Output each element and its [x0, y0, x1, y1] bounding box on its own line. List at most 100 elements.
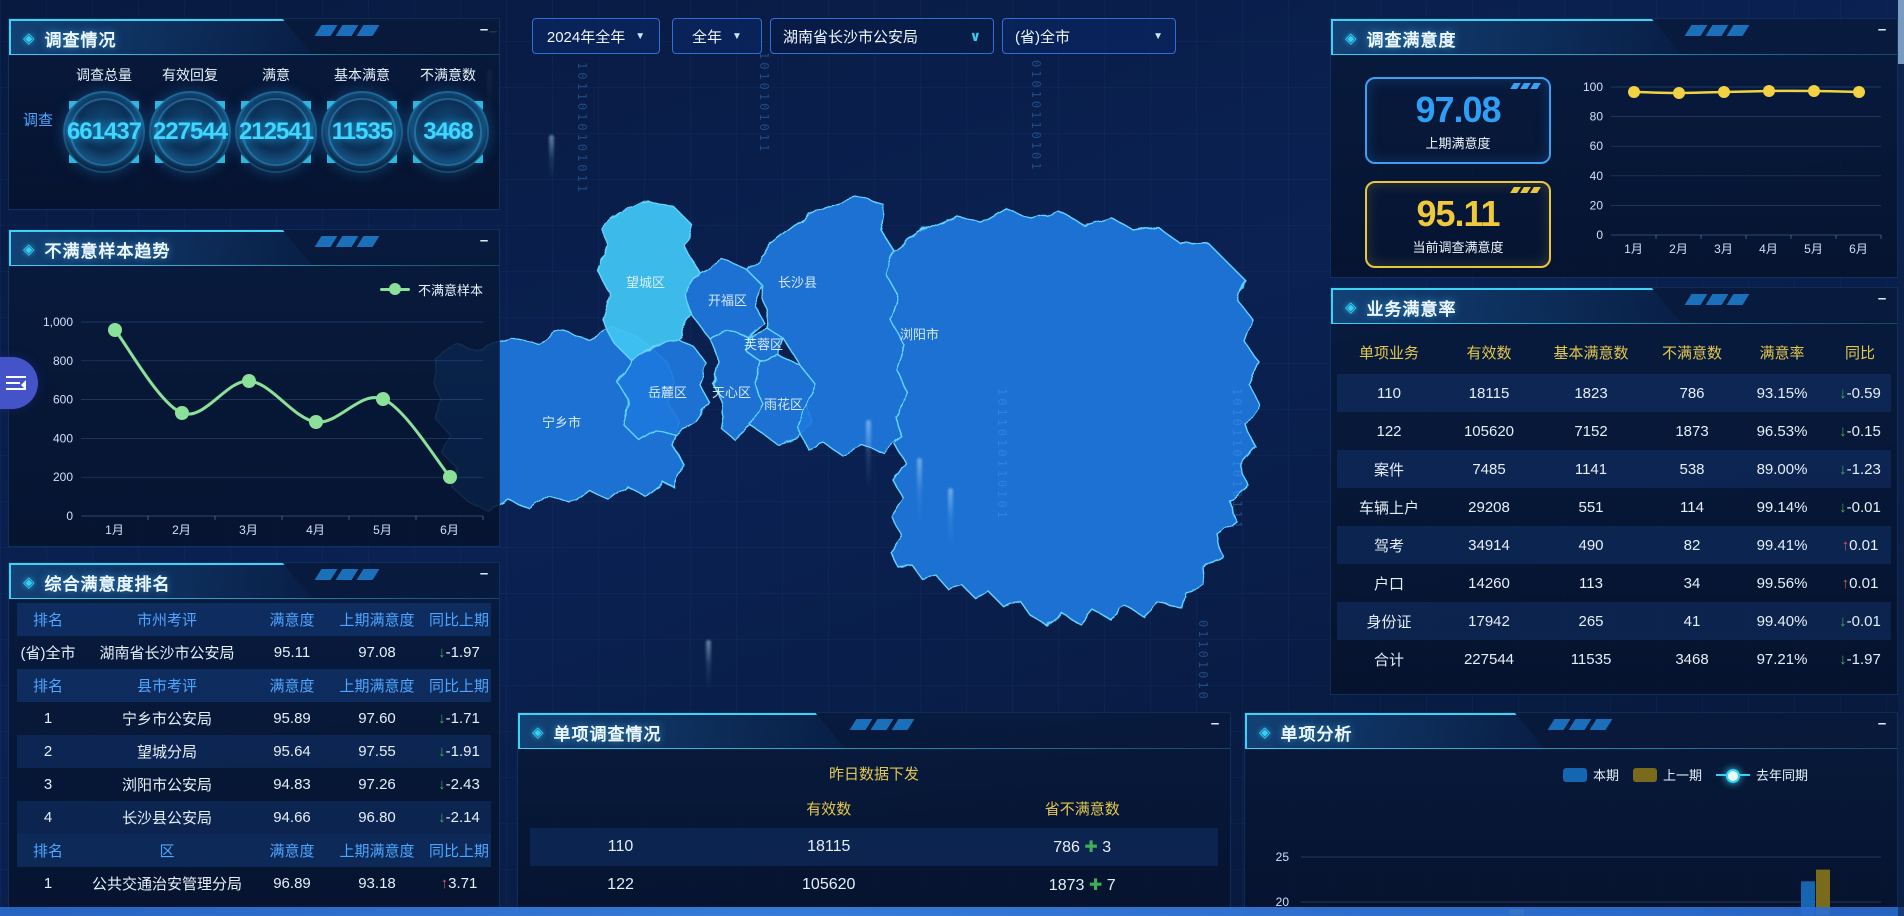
table-row[interactable]: 身份证 17942 265 41 99.40% ↓-0.01 — [1337, 602, 1891, 640]
column-header: 排名 — [32, 678, 63, 695]
diamond-icon: ◈ — [1259, 724, 1271, 741]
minimize-button[interactable]: – — [1875, 291, 1889, 306]
dissatisfied-cell: 1873 ✚ 7 — [1048, 877, 1116, 894]
column-header: 上期满意度 — [339, 612, 415, 629]
prev-cell: 97.08 — [358, 644, 396, 661]
minimize-button[interactable]: – — [477, 22, 491, 37]
scope-dropdown[interactable]: (省)全市 ▼ — [1002, 18, 1176, 54]
cell: 105620 — [1463, 422, 1515, 440]
trend-legend-item[interactable]: 不满意样本 — [379, 280, 483, 299]
name-cell: 湖南省长沙市公安局 — [99, 645, 235, 662]
column-header: 单项业务 — [1358, 344, 1419, 362]
stat-value: 212541 — [238, 118, 314, 145]
cell: 17942 — [1468, 612, 1510, 630]
binary-column: 01101010 — [1196, 620, 1210, 702]
stat-label: 调查总量 — [76, 67, 132, 83]
scope-dropdown-value: (省)全市 — [1015, 28, 1070, 46]
table-row[interactable]: 合计 227544 11535 3468 97.21% ↓-1.97 — [1337, 640, 1891, 678]
legend-item[interactable]: 上一期 — [1633, 765, 1702, 784]
column-header: 县市考评 — [136, 678, 197, 695]
corner-triangle-icon — [327, 154, 336, 163]
column-header: 同比上期 — [428, 612, 489, 629]
table-row[interactable]: 车辆上户 29208 551 114 99.14% ↓-0.01 — [1337, 488, 1891, 526]
map-region-label: 宁乡市 — [542, 415, 581, 430]
table-header-row: 排名 市州考评 满意度 上期满意度 同比上期 — [17, 603, 491, 636]
delta-cell: ↓-0.15 — [1839, 422, 1881, 440]
svg-text:4月: 4月 — [1759, 242, 1778, 256]
cell: 车辆上户 — [1358, 499, 1419, 517]
table-row[interactable]: 4 长沙县公安局 94.66 96.80 ↓-2.14 — [17, 801, 491, 834]
minimize-button[interactable]: – — [1208, 716, 1222, 731]
table-row[interactable]: 110 18115 1823 786 93.15% ↓-0.59 — [1337, 374, 1891, 412]
corner-triangle-icon — [327, 101, 336, 110]
table-row[interactable]: (省)全市 湖南省长沙市公安局 95.11 97.08 ↓-1.97 — [17, 636, 491, 669]
current-satisfaction-label: 当前调查满意度 — [1412, 240, 1504, 255]
corner-triangle-icon — [241, 101, 250, 110]
binary-column: 01010110101 — [1029, 60, 1043, 173]
map-region-岳麓区[interactable] — [617, 336, 711, 440]
column-header: 满意度 — [269, 612, 315, 629]
svg-text:200: 200 — [53, 470, 73, 484]
card-slashes-icon — [1510, 187, 1541, 193]
scrollbar-thumb[interactable] — [1898, 0, 1904, 64]
legend-label: 去年同期 — [1756, 768, 1809, 783]
table-row[interactable]: 122 105620 7152 1873 96.53% ↓-0.15 — [1337, 412, 1891, 450]
menu-icon — [6, 376, 26, 390]
stat-value: 227544 — [152, 118, 228, 145]
up-arrow-icon: ↑ — [440, 875, 449, 892]
svg-text:6月: 6月 — [1849, 242, 1868, 256]
table-row[interactable]: 户口 14260 113 34 99.56% ↑0.01 — [1337, 564, 1891, 602]
stat-label: 满意 — [262, 67, 290, 83]
current-satisfaction-card: 95.11 当前调查满意度 — [1365, 181, 1551, 268]
cell: 11535 — [1570, 650, 1612, 668]
down-arrow-icon: ↓ — [438, 743, 446, 760]
table-row[interactable]: 3 浏阳市公安局 94.83 97.26 ↓-2.43 — [17, 768, 491, 801]
stat-circle: 11535 — [321, 91, 403, 173]
map-region-label: 长沙县 — [778, 275, 817, 290]
plus-icon: ✚ — [1088, 877, 1103, 894]
minimize-button[interactable]: – — [1875, 716, 1889, 731]
map-region-开福区[interactable] — [683, 258, 765, 340]
rank-cell: 1 — [43, 710, 53, 727]
stat-label: 基本满意 — [334, 67, 390, 83]
panel-single-survey: ◈ 单项调查情况 – 昨日数据下发 有效数 省不满意数 110 18115 786 ✚ … — [517, 712, 1231, 916]
name-cell: 宁乡市公安局 — [121, 711, 212, 728]
header-slashes-icon — [849, 719, 915, 730]
column-header: 上期满意度 — [339, 843, 415, 860]
corner-triangle-icon — [241, 154, 250, 163]
table-row[interactable]: 2 望城分局 95.64 97.55 ↓-1.91 — [17, 735, 491, 768]
corner-triangle-icon — [69, 101, 78, 110]
table-header-row: 排名 区 满意度 上期满意度 同比上期 — [17, 834, 491, 867]
legend-item[interactable]: 去年同期 — [1716, 765, 1808, 784]
table-row[interactable]: 110 18115 786 ✚ 3 — [530, 828, 1218, 866]
corner-triangle-icon — [474, 101, 483, 110]
corner-triangle-icon — [216, 101, 225, 110]
map-region-浏阳市[interactable] — [885, 208, 1261, 626]
table-row[interactable]: 案件 7485 1141 538 89.00% ↓-1.23 — [1337, 450, 1891, 488]
cell: 3468 — [1675, 650, 1709, 668]
legend-item[interactable]: 本期 — [1563, 765, 1619, 784]
period-dropdown[interactable]: 全年 ▼ — [672, 18, 762, 54]
panel-title: 不满意样本趋势 — [44, 241, 171, 261]
prev-cell: 97.60 — [358, 710, 396, 727]
changsha-map[interactable]: 宁乡市 望城区 岳麓区 开福区 芙蓉区 天心区 雨花区 长沙县 浏阳市 — [430, 185, 1270, 725]
org-dropdown[interactable]: 湖南省长沙市公安局 ∨ — [770, 18, 994, 54]
table-row[interactable]: 122 105620 1873 ✚ 7 — [530, 866, 1218, 904]
delta-cell: ↓-2.14 — [438, 809, 480, 826]
scrollbar[interactable] — [1898, 0, 1904, 916]
delta-cell: ↓-1.97 — [438, 644, 480, 661]
table-row[interactable]: 1 公共交通治安管理分局 96.89 93.18 ↑3.71 — [17, 867, 491, 900]
cell: 786 — [1679, 384, 1705, 402]
year-dropdown[interactable]: 2024年全年 ▼ — [532, 18, 660, 54]
panel-header: ◈ 业务满意率 – — [1331, 288, 1897, 324]
table-row[interactable]: 驾考 34914 490 82 99.41% ↑0.01 — [1337, 526, 1891, 564]
score-cell: 95.11 — [273, 644, 311, 661]
cell: 99.14% — [1756, 498, 1808, 516]
minimize-button[interactable]: – — [477, 233, 491, 248]
diamond-icon: ◈ — [532, 724, 544, 741]
cell: 89.00% — [1756, 460, 1808, 478]
minimize-button[interactable]: – — [1875, 22, 1889, 37]
stat-circle: 227544 — [149, 91, 231, 173]
minimize-button[interactable]: – — [477, 566, 491, 581]
table-row[interactable]: 1 宁乡市公安局 95.89 97.60 ↓-1.71 — [17, 702, 491, 735]
